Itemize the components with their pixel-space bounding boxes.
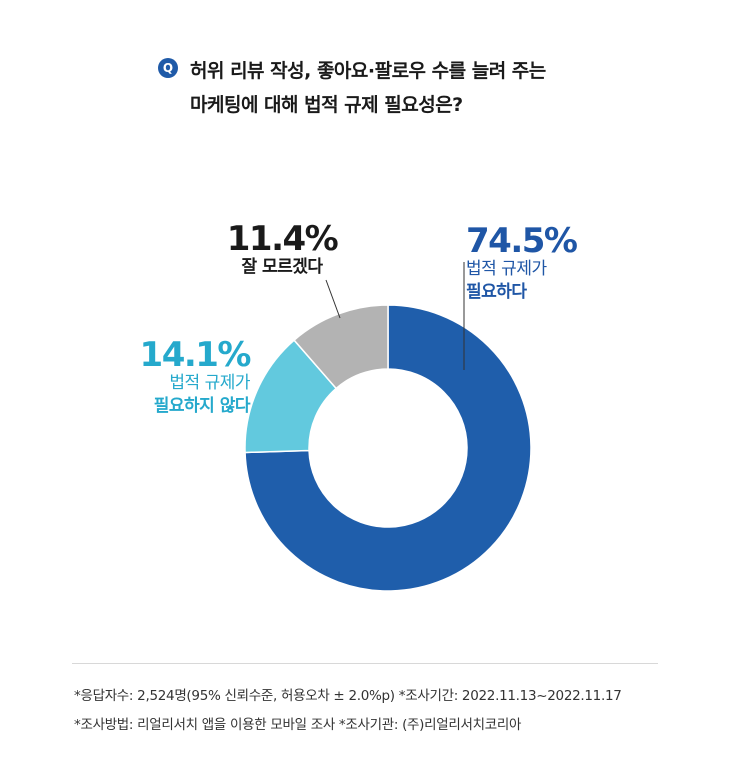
question-line-2: 마케팅에 대해 법적 규제 필요성은?	[190, 94, 463, 116]
slice-unsure	[293, 304, 389, 390]
label-unsure-pct: 11.4%	[226, 219, 339, 259]
survey-note-1: *응답자수: 2,524명(95% 신뢰수준, 허용오차 ± 2.0%p) *조…	[74, 688, 622, 704]
label-need-line2: 필요하다	[466, 281, 527, 302]
label-noneed-line1: 법적 규제가	[169, 373, 250, 393]
label-unsure-line1: 잘 모르겠다	[241, 257, 323, 277]
label-unsure: 11.4% 잘 모르겠다	[212, 222, 352, 279]
survey-note-2: *조사방법: 리얼리서치 앱을 이용한 모바일 조사 *조사기관: (주)리얼리…	[74, 717, 522, 733]
label-noneed-line2: 필요하지 않다	[153, 395, 251, 416]
label-need-line1: 법적 규제가	[466, 259, 547, 279]
q-badge-icon: Q	[158, 58, 178, 78]
label-noneed-pct: 14.1%	[139, 335, 252, 375]
label-noneed: 14.1% 법적 규제가 필요하지 않다	[108, 335, 252, 418]
leader-line-unsure	[325, 279, 341, 319]
donut-chart	[244, 262, 532, 592]
slice-need	[244, 304, 532, 592]
donut-slices	[244, 304, 532, 592]
label-need: 74.5% 법적 규제가 필요하다	[466, 221, 578, 304]
label-need-pct: 74.5%	[466, 221, 578, 261]
question-line-1: 허위 리뷰 작성, 좋아요·팔로우 수를 늘려 주는	[190, 60, 546, 82]
footer-divider	[72, 663, 658, 664]
